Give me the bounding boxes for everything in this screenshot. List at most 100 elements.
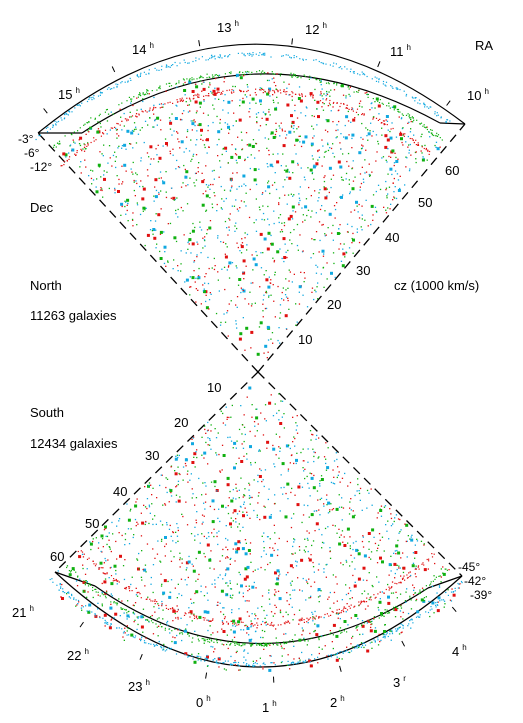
dec-strip-point — [129, 590, 131, 592]
ra-tick — [43, 108, 48, 114]
galaxy-point — [153, 200, 155, 202]
galaxy-point — [183, 164, 185, 167]
galaxy-point — [290, 454, 293, 457]
galaxy-point — [349, 536, 351, 538]
galaxy-point — [118, 520, 120, 522]
galaxy-point — [314, 451, 316, 454]
dec-strip-point — [154, 600, 156, 602]
galaxy-point — [281, 400, 284, 402]
north-ra-label-10: 10 h — [467, 87, 489, 103]
galaxy-point — [185, 561, 189, 565]
galaxy-point — [217, 279, 219, 281]
dec-strip-point — [164, 103, 166, 105]
galaxy-point — [73, 141, 75, 143]
galaxy-point — [317, 569, 320, 571]
galaxy-point — [218, 98, 220, 100]
galaxy-point — [266, 92, 270, 96]
galaxy-point — [338, 471, 340, 473]
galaxy-point — [179, 147, 181, 149]
galaxy-point — [193, 613, 195, 615]
galaxy-point — [87, 610, 91, 614]
dec-strip-point — [429, 150, 431, 153]
galaxy-point — [268, 111, 270, 113]
dec-strip-point — [81, 102, 83, 104]
galaxy-point — [228, 277, 231, 279]
galaxy-point — [199, 80, 201, 82]
galaxy-point — [370, 551, 373, 553]
galaxy-point — [268, 108, 270, 111]
dec-strip-point — [187, 656, 189, 658]
galaxy-point — [296, 432, 299, 434]
galaxy-point — [294, 589, 296, 591]
galaxy-point — [68, 573, 72, 577]
galaxy-point — [412, 121, 414, 123]
dec-strip-point — [118, 581, 120, 583]
dec-strip-point — [339, 66, 342, 68]
galaxy-point — [153, 158, 155, 160]
dec-strip-point — [167, 102, 169, 104]
dec-strip-point — [171, 630, 173, 632]
dec-strip-point — [238, 624, 240, 626]
galaxy-point — [116, 133, 118, 135]
dec-strip-point — [260, 89, 262, 91]
galaxy-point — [348, 179, 350, 181]
dec-strip-point — [415, 139, 417, 141]
galaxy-point — [127, 220, 129, 222]
galaxy-point — [156, 116, 160, 120]
dec-strip-point — [70, 570, 72, 572]
galaxy-point — [158, 625, 160, 627]
galaxy-point — [256, 514, 258, 516]
galaxy-point — [356, 228, 358, 230]
galaxy-point — [155, 247, 157, 249]
galaxy-point — [140, 160, 142, 162]
galaxy-point — [185, 465, 187, 467]
dec-strip-point — [167, 608, 169, 610]
dec-strip-point — [263, 662, 265, 664]
galaxy-point — [230, 526, 232, 528]
galaxy-point — [400, 616, 402, 618]
galaxy-point — [279, 510, 281, 512]
dec-strip-point — [111, 88, 113, 90]
dec-strip-point — [317, 656, 319, 658]
galaxy-point — [249, 188, 251, 191]
galaxy-point — [203, 595, 206, 597]
galaxy-point — [256, 116, 258, 118]
dec-strip-point — [103, 594, 105, 596]
galaxy-point — [182, 83, 185, 85]
galaxy-point — [293, 658, 295, 660]
galaxy-point — [234, 560, 236, 562]
galaxy-point — [262, 666, 264, 668]
galaxy-point — [105, 590, 108, 592]
galaxy-point — [393, 562, 397, 566]
galaxy-point — [450, 600, 453, 602]
galaxy-point — [361, 624, 365, 628]
galaxy-point — [246, 249, 248, 251]
galaxy-point — [399, 187, 401, 190]
galaxy-point — [278, 575, 280, 577]
galaxy-point — [221, 153, 223, 156]
dec-strip-point — [240, 90, 242, 92]
galaxy-point — [172, 531, 174, 533]
north-dec-label-6: -6° — [24, 146, 40, 160]
galaxy-point — [259, 232, 263, 236]
galaxy-point — [230, 178, 233, 180]
galaxy-point — [218, 657, 220, 659]
dec-strip-point — [251, 55, 253, 57]
dec-strip-point — [343, 607, 345, 609]
galaxy-point — [81, 609, 83, 611]
galaxy-point — [304, 551, 306, 553]
galaxy-point — [325, 564, 327, 566]
galaxy-point — [267, 138, 270, 140]
galaxy-point — [394, 170, 397, 172]
galaxy-point — [284, 194, 286, 196]
galaxy-point — [301, 486, 304, 488]
galaxy-point — [201, 523, 203, 525]
galaxy-point — [195, 590, 199, 594]
galaxy-point — [204, 236, 206, 238]
galaxy-point — [191, 442, 194, 446]
galaxy-point — [434, 144, 436, 147]
galaxy-point — [393, 197, 396, 199]
galaxy-point — [321, 106, 323, 108]
galaxy-point — [377, 644, 380, 646]
galaxy-point — [448, 569, 450, 571]
